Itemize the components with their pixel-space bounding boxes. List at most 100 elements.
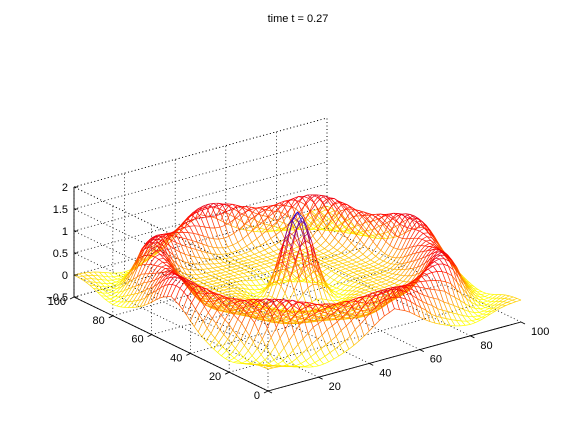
mesh-line (327, 313, 334, 316)
mesh-line (244, 269, 249, 273)
mesh-line (321, 194, 326, 197)
mesh-line (422, 268, 429, 274)
mesh-line (248, 216, 255, 221)
grid-line (73, 161, 328, 232)
mesh-line (139, 282, 144, 286)
mesh-line (350, 280, 355, 283)
mesh-line (237, 277, 242, 282)
mesh-line (397, 213, 402, 215)
mesh-line (259, 223, 265, 229)
mesh-line (285, 273, 291, 278)
mesh-line (432, 246, 437, 249)
mesh-line (235, 267, 241, 270)
mesh-line (258, 256, 263, 260)
mesh-line (307, 287, 313, 302)
mesh-line (237, 301, 243, 308)
mesh-line (271, 221, 278, 227)
mesh-line (297, 344, 303, 354)
mesh-line (253, 308, 258, 311)
mesh-line (178, 274, 183, 278)
mesh-line (332, 264, 338, 267)
mesh-line (194, 256, 200, 265)
mesh-line (247, 341, 254, 351)
mesh-line (327, 203, 334, 212)
mesh-line (437, 308, 443, 311)
mesh-line (413, 289, 419, 294)
mesh-line (261, 277, 267, 280)
mesh-line (107, 291, 113, 294)
mesh-line (293, 277, 298, 283)
mesh-line (297, 211, 302, 221)
mesh-line (260, 346, 267, 355)
mesh-line (342, 316, 347, 327)
mesh-line (369, 276, 374, 279)
mesh-line (341, 266, 346, 270)
mesh-line (326, 199, 332, 207)
mesh-line (354, 209, 360, 212)
mesh-line (251, 238, 258, 243)
mesh-line (458, 277, 463, 289)
mesh-line (160, 278, 166, 288)
mesh-line (402, 262, 407, 264)
mesh-line (181, 271, 187, 275)
mesh-line (260, 354, 266, 361)
mesh-line (415, 245, 422, 254)
mesh-line (302, 333, 309, 339)
mesh-line (360, 274, 367, 277)
mesh-line (380, 250, 385, 254)
mesh-line (258, 267, 264, 270)
mesh-line (226, 252, 232, 255)
mesh-line (420, 280, 426, 282)
mesh-line (222, 203, 228, 205)
mesh-line (89, 284, 94, 289)
mesh-line (281, 205, 287, 213)
mesh-line (434, 289, 439, 300)
mesh-line (257, 274, 262, 280)
mesh-line (417, 272, 424, 278)
mesh-line (145, 255, 152, 265)
mesh-line (332, 215, 337, 221)
mesh-line (470, 302, 476, 309)
mesh-line (209, 227, 215, 239)
mesh-line (196, 209, 203, 213)
mesh-line (401, 213, 407, 215)
mesh-line (179, 229, 184, 233)
mesh-line (108, 288, 114, 291)
mesh-line (371, 283, 377, 286)
mesh-line (303, 227, 308, 231)
mesh-line (264, 315, 270, 321)
mesh-line (315, 348, 322, 354)
mesh-line (95, 282, 100, 287)
mesh-line (156, 233, 162, 236)
mesh-line (291, 361, 296, 366)
mesh-line (420, 240, 427, 246)
mesh-line (250, 264, 255, 268)
mesh-line (337, 263, 343, 266)
mesh-line (218, 295, 224, 299)
mesh-line (144, 241, 150, 250)
mesh-line (192, 289, 198, 298)
mesh-line (311, 194, 317, 199)
mesh-line (259, 209, 265, 214)
mesh-line (363, 279, 369, 282)
mesh-line (184, 280, 191, 282)
mesh-line (381, 269, 386, 272)
mesh-line (116, 291, 121, 293)
mesh-line (408, 268, 414, 277)
mesh-line (286, 225, 291, 230)
mesh-line (208, 263, 214, 269)
mesh-line (141, 254, 148, 266)
mesh-line (210, 333, 216, 339)
mesh-line (280, 200, 285, 206)
mesh-line (96, 278, 103, 281)
mesh-line (311, 298, 318, 302)
mesh-line (439, 290, 444, 303)
mesh-line (234, 217, 240, 221)
mesh-line (186, 218, 191, 221)
mesh-line (338, 234, 344, 243)
mesh-line (258, 309, 265, 317)
mesh-line (282, 299, 288, 304)
mesh-line (203, 235, 209, 239)
mesh-line (456, 282, 462, 294)
mesh-line (355, 275, 362, 279)
